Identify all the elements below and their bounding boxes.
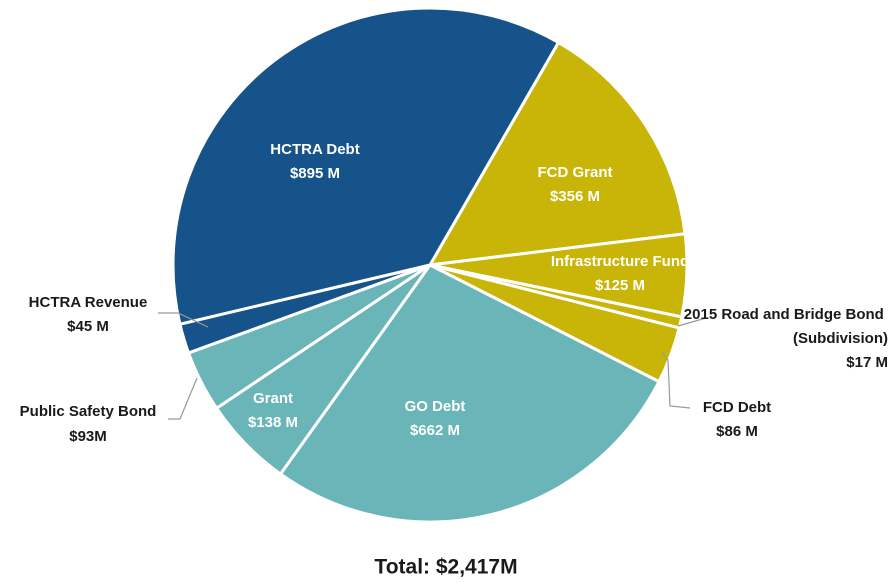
slice-label: FCD Debt: [703, 399, 771, 416]
slice-label: HCTRA Revenue: [29, 294, 148, 311]
value-label: $895 M: [290, 165, 340, 182]
value-label: $125 M: [595, 277, 645, 294]
value-label: $86 M: [716, 423, 758, 440]
value-label: $662 M: [410, 422, 460, 439]
slice-label: Public Safety Bond: [20, 403, 157, 420]
slice-label: FCD Grant: [538, 164, 613, 181]
total-label: Total: $2,417M: [374, 556, 517, 579]
value-label: $93M: [69, 428, 107, 445]
slice-label: 2015 Road and Bridge Bond (Subdivision): [684, 306, 888, 347]
value-label: $138 M: [248, 414, 298, 431]
leader-line: [168, 377, 198, 420]
pie-slice: [278, 263, 662, 524]
leader-line: [158, 312, 209, 328]
pie-slice: [427, 40, 687, 267]
leader-line: [677, 317, 707, 327]
value-label: $356 M: [550, 188, 600, 205]
value-label: $17 M: [846, 354, 888, 371]
slice-label: HCTRA Debt: [270, 141, 359, 158]
slice-label: GO Debt: [405, 398, 466, 415]
leader-line: [661, 351, 691, 409]
slice-label: Infrastructure Fund: [551, 253, 689, 270]
value-label: $45 M: [67, 318, 109, 335]
pie-slice: [171, 6, 561, 326]
slice-label: Grant: [253, 390, 293, 407]
